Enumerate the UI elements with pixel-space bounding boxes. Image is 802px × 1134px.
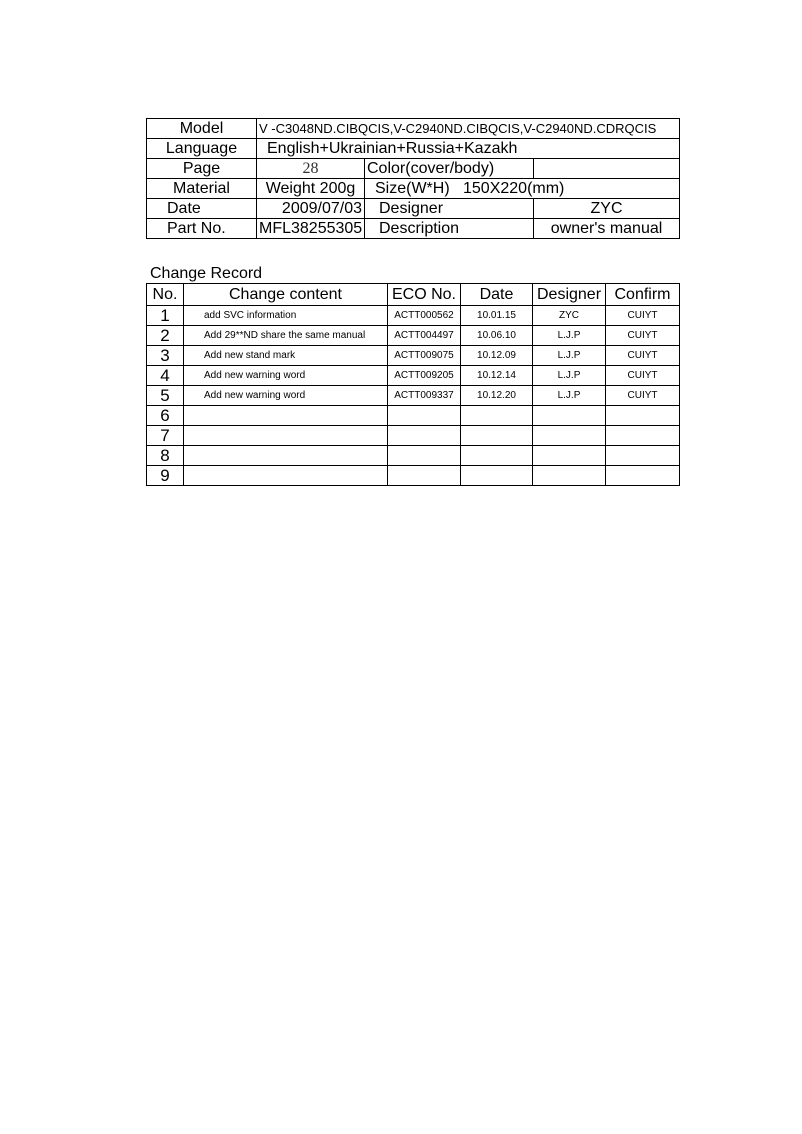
cell-change-content: Add new warning word (183, 365, 388, 386)
header-eco-no: ECO No. (387, 283, 461, 306)
header-designer: Designer (532, 283, 606, 306)
header-no: No. (146, 283, 184, 306)
cell-designer: ZYC (532, 305, 606, 326)
cell-date: 10.12.20 (460, 385, 533, 406)
cell-eco-no (387, 425, 461, 446)
cell-change-content (183, 445, 388, 466)
cell-designer: L.J.P (532, 365, 606, 386)
table-row: 1 add SVC information ACTT000562 10.01.15 ZY… (146, 305, 680, 326)
cell-designer (532, 445, 606, 466)
partno-value: MFL38255305 (256, 218, 365, 239)
cell-eco-no: ACTT009205 (387, 365, 461, 386)
header-confirm: Confirm (605, 283, 680, 306)
cell-designer (532, 465, 606, 486)
cell-designer (532, 425, 606, 446)
cell-date: 10.12.09 (460, 345, 533, 366)
cell-confirm (605, 445, 680, 466)
model-value: V -C3048ND.CIBQCIS,V-C2940ND.CIBQCIS,V-C… (255, 118, 681, 139)
cell-confirm: CUIYT (605, 305, 680, 326)
cell-eco-no: ACTT000562 (387, 305, 461, 326)
cell-confirm: CUIYT (605, 325, 680, 346)
cell-no: 1 (146, 305, 184, 326)
table-row: 5 Add new warning word ACTT009337 10.12.20 L… (146, 385, 680, 406)
cell-designer: L.J.P (532, 325, 606, 346)
material-label: Material (146, 178, 257, 199)
weight-value: Weight 200g (256, 178, 365, 199)
cell-change-content (183, 405, 388, 426)
cell-eco-no (387, 445, 461, 466)
cell-eco-no: ACTT004497 (387, 325, 461, 346)
cell-date (460, 425, 533, 446)
cell-eco-no (387, 465, 461, 486)
table-row: 8 (146, 445, 680, 466)
cell-confirm (605, 465, 680, 486)
cell-designer: L.J.P (532, 345, 606, 366)
description-value: owner's manual (532, 218, 681, 239)
designer-value: ZYC (532, 198, 681, 219)
size-value: Size(W*H) 150X220(mm) (363, 178, 681, 199)
cell-change-content: Add 29**ND share the same manual (183, 325, 388, 346)
color-value (532, 158, 681, 179)
change-record-table: No. Change content ECO No. Date Designer… (146, 283, 680, 486)
change-header-row: No. Change content ECO No. Date Designer… (146, 283, 680, 306)
cell-change-content: add SVC information (183, 305, 388, 326)
language-label: Language (146, 138, 257, 159)
table-row: 3 Add new stand mark ACTT009075 10.12.09 L.J… (146, 345, 680, 366)
cell-date: 10.01.15 (460, 305, 533, 326)
cell-no: 2 (146, 325, 184, 346)
cell-change-content: Add new stand mark (183, 345, 388, 366)
header-date: Date (460, 283, 533, 306)
cell-date (460, 445, 533, 466)
cell-eco-no: ACTT009075 (387, 345, 461, 366)
cell-date (460, 465, 533, 486)
page-row: Page 28 Color(cover/body) (146, 158, 681, 179)
cell-eco-no (387, 405, 461, 426)
model-label: Model (146, 118, 257, 139)
cell-designer: L.J.P (532, 385, 606, 406)
table-row: 2 Add 29**ND share the same manual ACTT004… (146, 325, 680, 346)
language-value: English+Ukrainian+Russia+Kazakh (255, 138, 681, 159)
cell-no: 8 (146, 445, 184, 466)
date-label: Date (146, 198, 257, 219)
header-change-content: Change content (183, 283, 388, 306)
partno-row: Part No. MFL38255305 Description owner's ma… (146, 218, 681, 239)
change-record-title: Change Record (150, 265, 263, 282)
date-row: Date 2009/07/03 Designer ZYC (146, 198, 681, 219)
description-label: Description (364, 218, 534, 239)
cell-change-content: Add new warning word (183, 385, 388, 406)
table-row: 9 (146, 465, 680, 486)
table-row: 4 Add new warning word ACTT009205 10.12.14 L… (146, 365, 680, 386)
cell-confirm: CUIYT (605, 345, 680, 366)
cell-eco-no: ACTT009337 (387, 385, 461, 406)
cell-date (460, 405, 533, 426)
table-row: 6 (146, 405, 680, 426)
cell-date: 10.06.10 (460, 325, 533, 346)
designer-label: Designer (364, 198, 534, 219)
cell-change-content (183, 425, 388, 446)
cell-confirm (605, 405, 680, 426)
product-info-table: Model V -C3048ND.CIBQCIS,V-C2940ND.CIBQCI… (146, 118, 681, 239)
color-label: Color(cover/body) (364, 158, 534, 179)
partno-label: Part No. (146, 218, 257, 239)
date-value: 2009/07/03 (256, 198, 365, 219)
page-value: 28 (256, 158, 365, 179)
language-row: Language English+Ukrainian+Russia+Kazakh (146, 138, 681, 159)
cell-no: 5 (146, 385, 184, 406)
cell-confirm (605, 425, 680, 446)
cell-change-content (183, 465, 388, 486)
cell-no: 9 (146, 465, 184, 486)
cell-confirm: CUIYT (605, 385, 680, 406)
cell-no: 4 (146, 365, 184, 386)
model-row: Model V -C3048ND.CIBQCIS,V-C2940ND.CIBQCI… (146, 118, 681, 139)
cell-no: 6 (146, 405, 184, 426)
cell-no: 3 (146, 345, 184, 366)
cell-date: 10.12.14 (460, 365, 533, 386)
table-row: 7 (146, 425, 680, 446)
cell-designer (532, 405, 606, 426)
cell-confirm: CUIYT (605, 365, 680, 386)
page-label: Page (146, 158, 257, 179)
cell-no: 7 (146, 425, 184, 446)
material-row: Material Weight 200g Size(W*H) 150X220(mm) (146, 178, 681, 199)
